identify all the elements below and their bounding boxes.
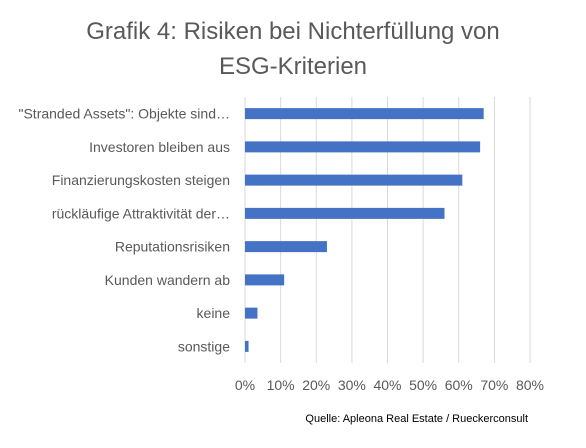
category-label: Kunden wandern ab <box>105 272 231 288</box>
category-label: Finanzierungskosten steigen <box>52 172 230 188</box>
x-tick-label: 40% <box>373 377 401 393</box>
chart-title-line-2: ESG-Kriterien <box>218 53 368 80</box>
category-label: rückläufige Attraktivität der… <box>52 205 230 221</box>
bar <box>245 141 481 153</box>
x-tick-label: 30% <box>338 377 366 393</box>
bar <box>245 174 463 186</box>
bar <box>245 207 445 219</box>
category-label: Investoren bleiben aus <box>89 139 230 155</box>
x-tick-label: 70% <box>480 377 508 393</box>
category-label: Reputationsrisiken <box>115 239 230 255</box>
category-label: sonstige <box>178 338 230 354</box>
bar <box>245 307 258 319</box>
chart-title-line-1: Grafik 4: Risiken bei Nichterfüllung von <box>86 18 500 45</box>
x-tick-label: 10% <box>267 377 295 393</box>
source-note: Quelle: Apleona Real Estate / Rueckercon… <box>305 413 528 425</box>
x-tick-label: 50% <box>409 377 437 393</box>
x-tick-label: 20% <box>302 377 330 393</box>
x-tick-label: 0% <box>235 377 255 393</box>
category-label: keine <box>197 305 231 321</box>
x-tick-label: 60% <box>445 377 473 393</box>
x-tick-label: 80% <box>516 377 544 393</box>
category-label: "Stranded Assets": Objekte sind… <box>19 106 231 122</box>
bar <box>245 108 484 120</box>
bar <box>245 241 327 253</box>
bar <box>245 274 285 286</box>
bar <box>245 340 249 352</box>
